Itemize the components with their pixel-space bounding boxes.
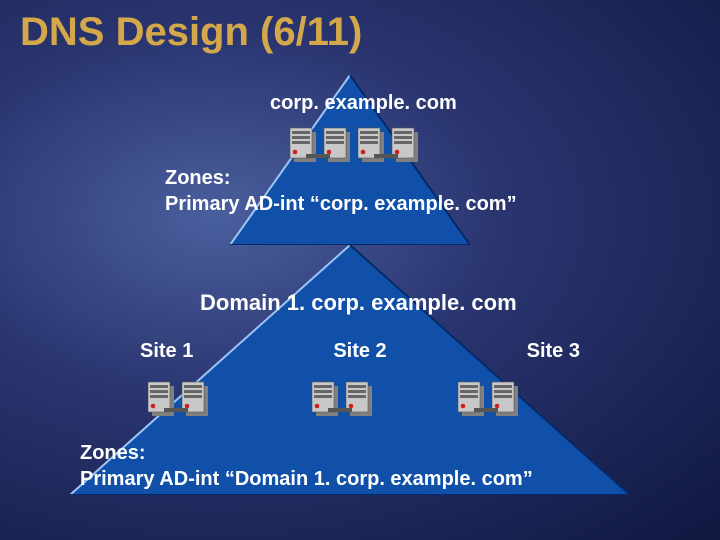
zones-label: Zones: (80, 440, 533, 466)
zones-detail: Primary AD-int “corp. example. com” (165, 191, 517, 217)
slide-title: DNS Design (6/11) (0, 0, 720, 55)
zones-detail: Primary AD-int “Domain 1. corp. example.… (80, 466, 533, 492)
upper-domain-label: corp. example. com (270, 92, 457, 115)
lower-zones-text: Zones: Primary AD-int “Domain 1. corp. e… (80, 440, 533, 492)
site-label: Site 3 (527, 340, 580, 363)
zones-label: Zones: (165, 165, 517, 191)
server-icon (358, 122, 422, 166)
upper-zones-text: Zones: Primary AD-int “corp. example. co… (165, 165, 517, 217)
site-label: Site 2 (333, 340, 386, 363)
lower-domain-label: Domain 1. corp. example. com (200, 290, 517, 316)
server-icon (290, 122, 354, 166)
server-icon (458, 376, 522, 420)
server-icon (312, 376, 376, 420)
site-label: Site 1 (140, 340, 193, 363)
server-icon (148, 376, 212, 420)
sites-row: Site 1 Site 2 Site 3 (140, 340, 580, 363)
